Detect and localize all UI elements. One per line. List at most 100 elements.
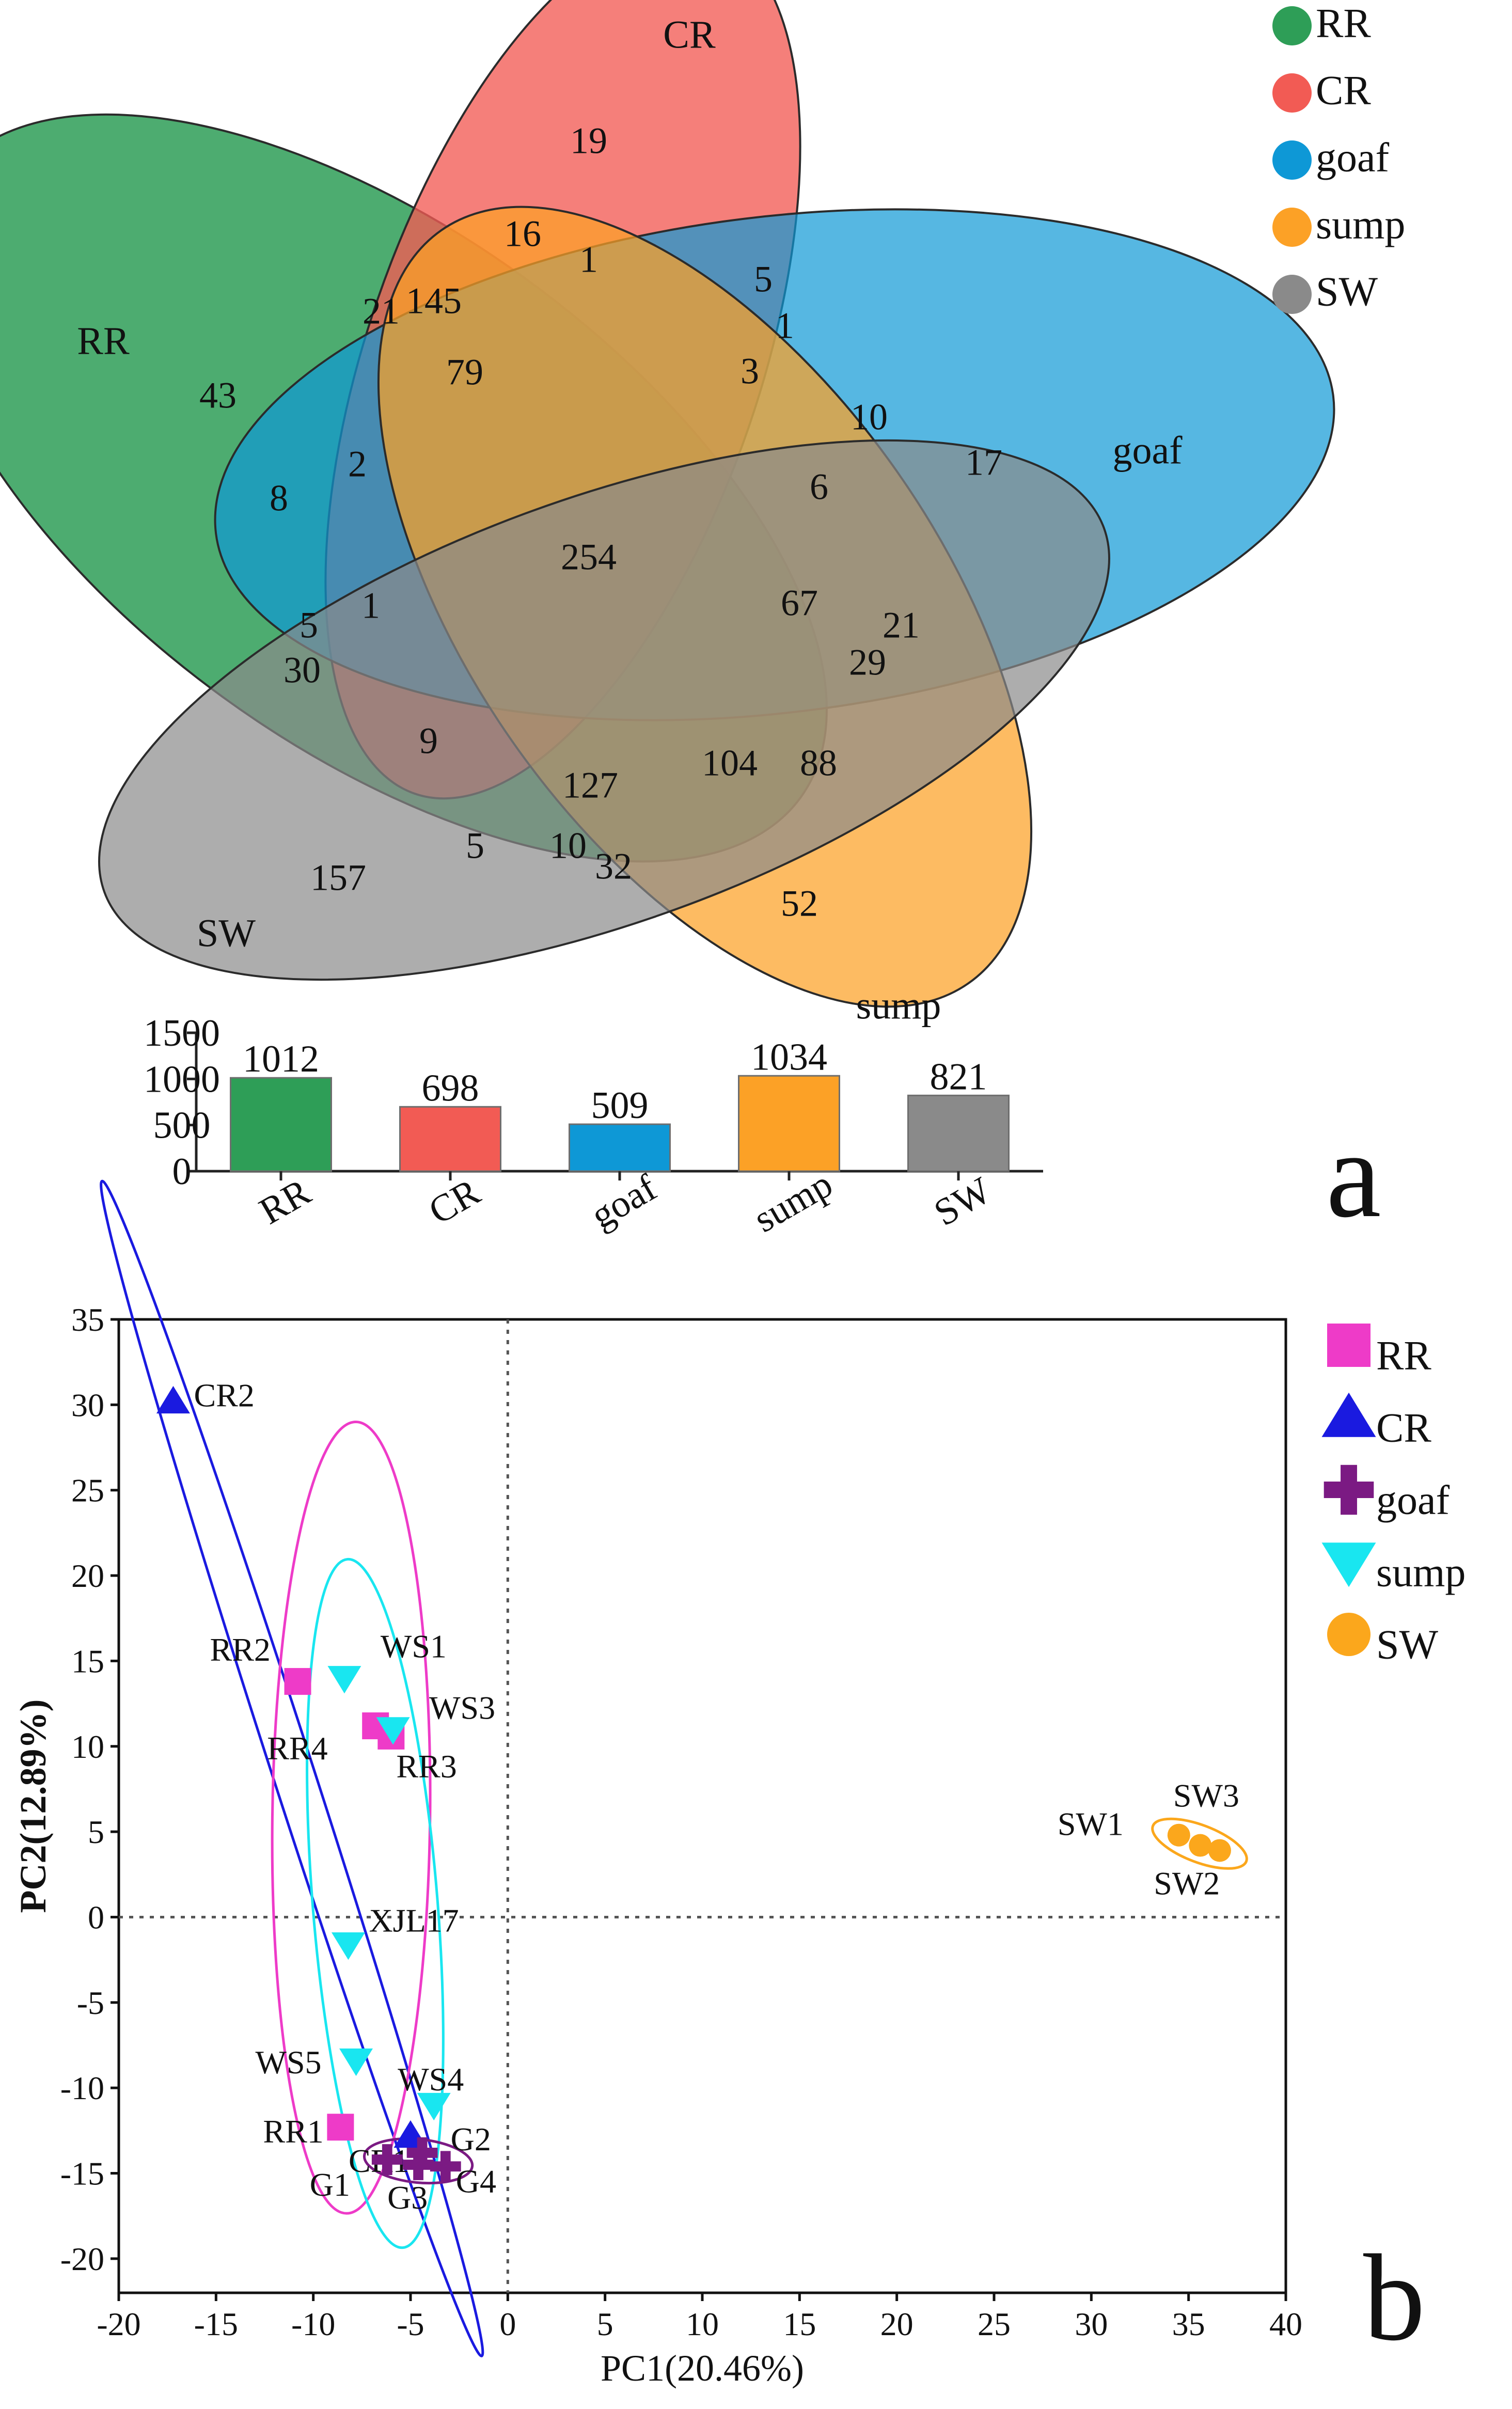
bar-value-label: 698 — [422, 1067, 479, 1109]
point-label-g1: G1 — [310, 2166, 350, 2203]
point-label-rr4: RR4 — [267, 1730, 327, 1767]
bar-y-tick-label: 1000 — [144, 1058, 220, 1100]
point-g1 — [371, 2144, 403, 2175]
venn-region-count: 30 — [284, 650, 321, 691]
pca-scatter-plot: -20 -15 -10 -5 0 5 10 15 20 25 30 35 40 35 30 25 20 15 10 5… — [12, 1179, 1302, 2389]
legend-label-sump: sump — [1316, 202, 1405, 247]
x-tick-label: -10 — [291, 2306, 335, 2342]
legend-swatch-goaf — [1272, 140, 1312, 180]
legend-label-goaf: goaf — [1376, 1477, 1450, 1523]
bar-category-label: RR — [253, 1171, 318, 1233]
venn-region-count: 1 — [361, 585, 380, 626]
legend-label-goaf: goaf — [1316, 135, 1390, 180]
legend-label-rr: RR — [1376, 1333, 1431, 1378]
legend-label-sump: sump — [1376, 1550, 1466, 1595]
venn-region-count: 32 — [595, 846, 632, 887]
venn-region-count: 52 — [781, 883, 818, 924]
point-sw2 — [1189, 1834, 1212, 1857]
bar-goaf — [569, 1123, 671, 1172]
legend-item-goaf: goaf — [1272, 135, 1390, 180]
venn-ellipse-sw — [98, 439, 1110, 981]
y-tick-label: -10 — [60, 2070, 104, 2106]
venn-region-count: 88 — [800, 743, 837, 784]
bar-y-tick-label: 500 — [153, 1105, 211, 1147]
point-label-g2: G2 — [451, 2121, 491, 2158]
venn-region-count: 17 — [965, 442, 1002, 483]
legend-label-cr: CR — [1316, 68, 1371, 113]
pca-legend: RR CR goaf sump SW — [1321, 1324, 1466, 1667]
venn-region-count: 3 — [741, 351, 759, 392]
x-tick-label: 20 — [880, 2306, 914, 2342]
legend-marker-goaf — [1324, 1465, 1374, 1515]
legend-swatch-sump — [1272, 208, 1312, 247]
point-label-xjl17: XJL17 — [369, 1902, 459, 1939]
legend-item-cr: CR — [1272, 68, 1371, 113]
venn-set-label-sw: SW — [197, 911, 256, 955]
venn-diagram: CR RR goaf SW sump 19 16 5 1 1 21 145 79… — [0, 0, 1335, 1027]
bar-cr — [399, 1106, 501, 1172]
x-tick-label: 10 — [686, 2306, 719, 2342]
venn-region-count: 2 — [348, 444, 367, 485]
legend-item-sump: sump — [1321, 1542, 1466, 1595]
point-sw1 — [1167, 1823, 1190, 1847]
y-tick-label: 0 — [88, 1899, 104, 1935]
venn-region-count: 79 — [446, 352, 483, 393]
x-tick-label: 0 — [499, 2306, 516, 2342]
bar-category-label: CR — [422, 1171, 487, 1233]
legend-label-rr: RR — [1316, 1, 1371, 46]
legend-swatch-rr — [1272, 6, 1312, 45]
point-rr1 — [327, 2114, 354, 2141]
bar-value-label: 1012 — [243, 1038, 319, 1080]
legend-marker-sw — [1327, 1613, 1371, 1656]
y-tick-label: 30 — [71, 1387, 104, 1423]
point-g4 — [430, 2151, 461, 2182]
bar-value-label: 821 — [930, 1056, 987, 1098]
point-xjl17 — [331, 1932, 365, 1960]
point-label-ws5: WS5 — [256, 2044, 322, 2081]
panel-letter-b: b — [1363, 2229, 1425, 2366]
bar-sump — [738, 1075, 840, 1172]
point-ws3 — [376, 1717, 410, 1745]
bar-y-tick-label: 0 — [172, 1151, 192, 1193]
venn-region-count: 1 — [579, 239, 598, 280]
point-label-cr2: CR2 — [194, 1377, 254, 1414]
x-tick-label: 30 — [1075, 2306, 1108, 2342]
venn-region-count: 157 — [310, 857, 366, 899]
point-label-rr3: RR3 — [396, 1748, 456, 1785]
legend-marker-rr — [1327, 1324, 1371, 1367]
venn-region-count: 21 — [883, 605, 920, 646]
venn-region-count: 254 — [561, 537, 617, 578]
legend-marker-sump — [1321, 1542, 1376, 1587]
point-sw3 — [1208, 1839, 1231, 1862]
point-label-ws4: WS4 — [398, 2061, 464, 2098]
ellipse-sw — [1151, 1817, 1248, 1870]
x-axis-title: PC1(20.46%) — [601, 2348, 804, 2389]
bar-y-tick-label: 1500 — [144, 1012, 220, 1054]
x-tick-label: 5 — [597, 2306, 613, 2342]
point-label-g3: G3 — [387, 2179, 428, 2216]
y-tick-label: -15 — [60, 2155, 104, 2192]
bar-category-label: goaf — [584, 1167, 664, 1237]
bar-rr — [230, 1077, 332, 1172]
y-tick-label: 15 — [71, 1643, 104, 1679]
legend-item-sw: SW — [1272, 269, 1378, 314]
venn-region-count: 29 — [849, 642, 886, 683]
bar-value-label: 1034 — [751, 1036, 827, 1078]
point-ws5 — [339, 2048, 373, 2076]
venn-region-count: 10 — [850, 397, 888, 438]
bar-sw — [907, 1094, 1010, 1172]
venn-region-count: 9 — [419, 720, 438, 762]
y-tick-label: 25 — [71, 1472, 104, 1509]
point-cr2 — [156, 1385, 190, 1414]
bar-value-label: 509 — [591, 1084, 649, 1127]
x-tick-label: -15 — [194, 2306, 238, 2342]
legend-item-rr: RR — [1327, 1324, 1431, 1378]
point-label-g4: G4 — [456, 2163, 496, 2199]
point-g3 — [403, 2149, 434, 2180]
point-ws4 — [417, 2092, 451, 2121]
point-label-ws1: WS1 — [381, 1628, 447, 1664]
panel-letter-a: a — [1326, 1106, 1381, 1243]
venn-region-count: 5 — [754, 259, 773, 300]
